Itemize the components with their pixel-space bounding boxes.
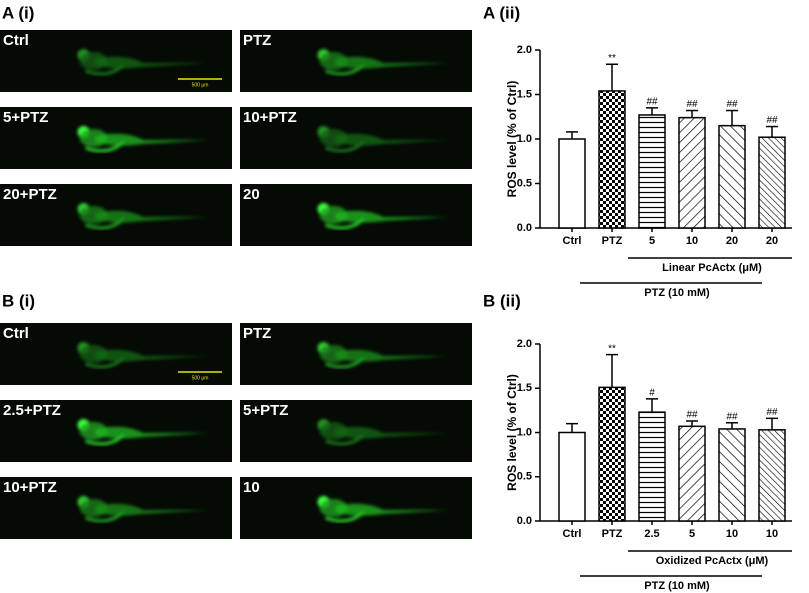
panel-label: B (i) [2,291,35,310]
zebrafish [317,419,449,446]
image-label: 20+PTZ [3,186,57,203]
zebrafish [77,49,209,76]
x-tick-label: 5 [649,235,655,247]
significance: ## [686,99,698,110]
image-label: 10+PTZ [3,479,57,496]
bar [558,138,586,229]
x-tick-label: PTZ [602,235,623,247]
image-label: PTZ [243,32,271,49]
group-label: PTZ (10 mM) [644,580,710,592]
image-label: Ctrl [3,325,29,342]
panel-label: A (ii) [483,3,520,22]
y-tick-label: 0.5 [517,471,532,483]
zebrafish [77,419,209,446]
scale-bar-label: 500 μm [192,375,209,381]
image-label: 5+PTZ [3,109,48,126]
fish-body [335,56,449,69]
image-label: 20 [243,186,260,203]
x-tick-label: 20 [766,235,778,247]
significance: ## [726,411,738,422]
zebrafish [77,126,209,153]
image-label: 2.5+PTZ [3,402,61,419]
bar [678,116,706,229]
zebrafish [77,342,209,369]
y-tick-label: 1.0 [517,426,532,438]
image-label: PTZ [243,325,271,342]
bar [718,124,746,229]
bar [758,136,786,229]
bar [558,431,586,522]
fish-body [335,133,449,146]
y-tick-label: 0.5 [517,177,532,189]
significance: ** [608,53,616,64]
image-label: Ctrl [3,32,29,49]
zebrafish [317,49,449,76]
bar [638,411,666,522]
group-label: Oxidized PcActx (μM) [656,555,769,567]
bar [598,90,626,229]
significance: ## [726,99,738,110]
x-tick-label: 10 [686,235,698,247]
significance: ## [766,407,778,418]
y-axis-title: ROS level (% of Ctrl) [505,374,519,491]
bar [598,386,626,522]
fish-body [95,133,209,146]
image-label: 10 [243,479,260,496]
fish-body [335,426,449,439]
y-axis-title: ROS level (% of Ctrl) [505,81,519,198]
y-tick-label: 0.0 [517,222,532,234]
fish-body [95,503,209,516]
fish-body [95,56,209,69]
x-tick-label: Ctrl [563,235,582,247]
significance: ## [686,410,698,421]
x-tick-label: PTZ [602,528,623,540]
x-tick-label: 10 [766,528,778,540]
zebrafish [317,496,449,523]
fish-body [95,426,209,439]
zebrafish [77,496,209,523]
y-tick-label: 1.0 [517,133,532,145]
significance: ## [766,115,778,126]
y-tick-label: 2.0 [517,338,532,350]
bar [678,425,706,522]
bar [758,429,786,522]
fish-body [335,503,449,516]
image-label: 10+PTZ [243,109,297,126]
x-tick-label: 2.5 [644,528,659,540]
image-label: 5+PTZ [243,402,288,419]
fish-body [95,349,209,362]
x-tick-label: 10 [726,528,738,540]
x-tick-label: 20 [726,235,738,247]
panel-label: A (i) [2,3,34,22]
scale-bar-label: 500 μm [192,82,209,88]
y-tick-label: 1.5 [517,382,532,394]
panel-label: B (ii) [483,291,521,310]
y-tick-label: 2.0 [517,44,532,56]
group-label: Linear PcActx (μM) [662,262,762,274]
fish-body [335,349,449,362]
group-label: PTZ (10 mM) [644,287,710,299]
bar [638,114,666,229]
y-tick-label: 1.5 [517,88,532,100]
significance: ** [608,343,616,354]
x-tick-label: 5 [689,528,695,540]
zebrafish [317,203,449,230]
zebrafish [317,126,449,153]
x-tick-label: Ctrl [563,528,582,540]
zebrafish [317,342,449,369]
y-tick-label: 0.0 [517,515,532,527]
zebrafish [77,203,209,230]
significance: ## [646,96,658,107]
significance: # [649,388,655,399]
bar [718,428,746,522]
fish-body [95,210,209,223]
fish-body [335,210,449,223]
